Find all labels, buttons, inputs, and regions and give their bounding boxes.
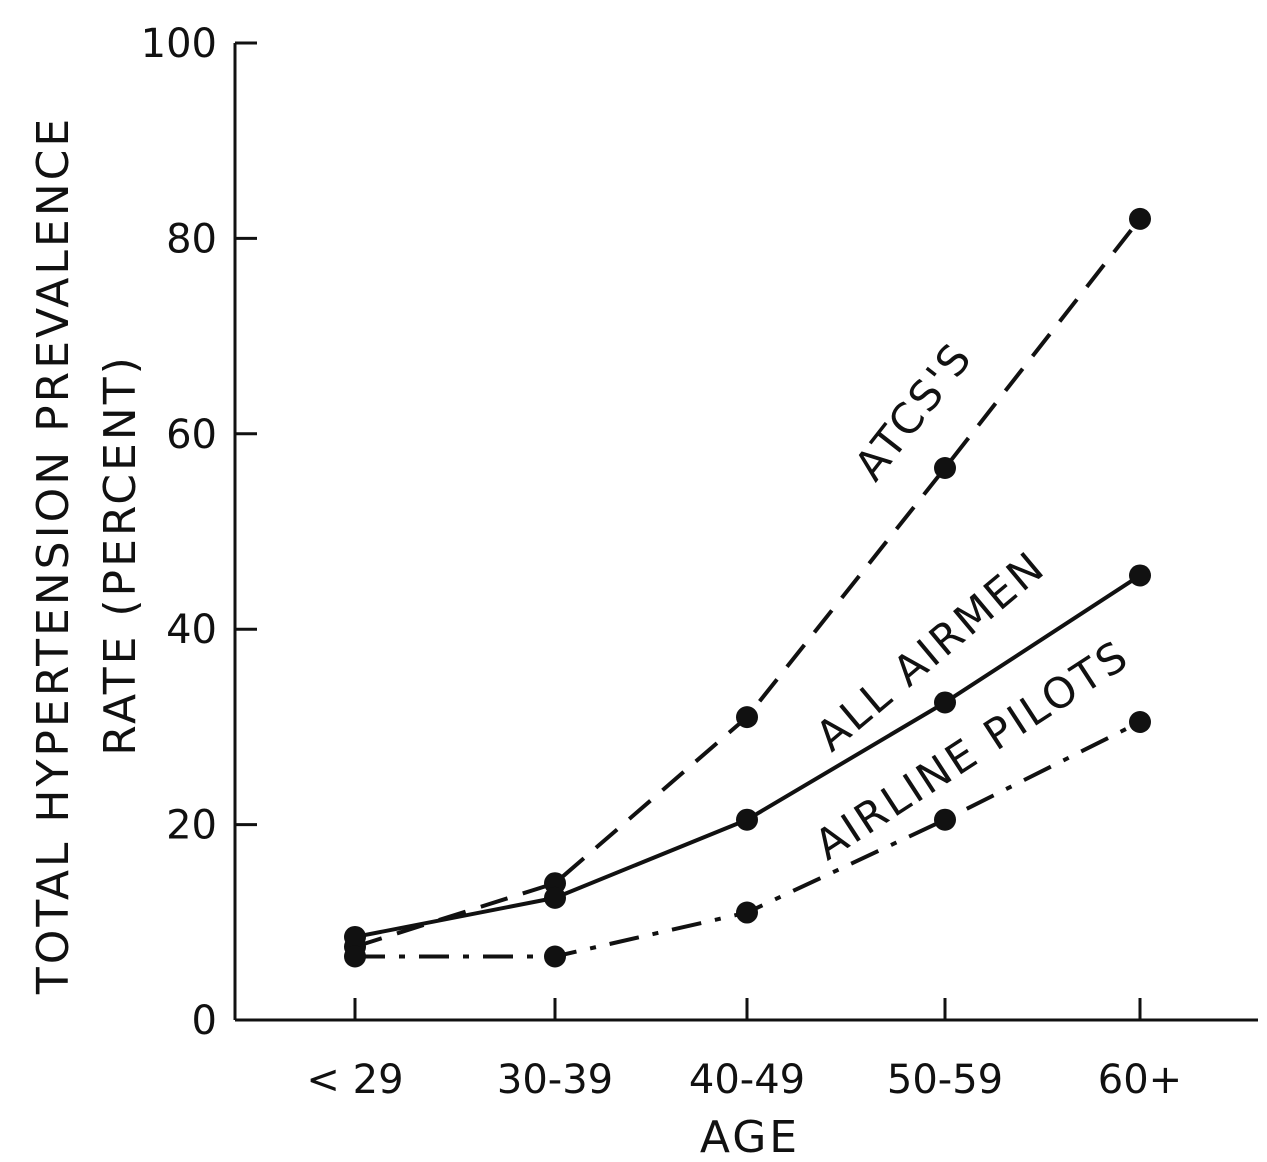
y-axis-title-line2: RATE (PERCENT) [95, 354, 146, 756]
y-axis-title-line1: TOTAL HYPERTENSION PREVALENCE [28, 116, 79, 995]
y-tick-label: 0 [192, 998, 217, 1044]
data-point-series-1 [344, 925, 366, 948]
x-tick-label: 60+ [1098, 1057, 1182, 1103]
x-axis-title: AGE [700, 1112, 800, 1162]
data-point-series-2 [1129, 711, 1151, 734]
y-tick-label: 20 [166, 803, 217, 849]
y-tick-label: 100 [141, 21, 217, 67]
data-point-series-0 [736, 706, 758, 729]
x-tick-label: < 29 [306, 1057, 403, 1103]
tick-group: 0 20 40 60 80 100 < 29 30-39 40-49 50-59 60+ [141, 21, 1183, 1103]
series-line-1 [354, 573, 1142, 939]
y-tick-label: 60 [166, 412, 217, 458]
data-point-series-2 [736, 901, 758, 924]
data-point-series-1 [544, 886, 566, 909]
data-point-series-0 [934, 456, 956, 479]
data-point-series-2 [934, 808, 956, 831]
y-tick-label: 80 [166, 216, 217, 262]
data-point-series-2 [344, 945, 366, 968]
data-point-series-1 [934, 691, 956, 714]
x-tick-label: 40-49 [689, 1057, 805, 1103]
data-point-series-1 [736, 808, 758, 831]
y-tick-label: 40 [166, 607, 217, 653]
series-points [344, 207, 1151, 968]
axes [233, 43, 1258, 1022]
x-tick-label: 50-59 [887, 1057, 1003, 1103]
x-tick-label: 30-39 [497, 1057, 613, 1103]
data-point-series-1 [1129, 564, 1151, 587]
series-label-atcs: ATCS'S [845, 333, 983, 490]
data-point-series-0 [1129, 207, 1151, 230]
data-point-series-2 [544, 945, 566, 968]
